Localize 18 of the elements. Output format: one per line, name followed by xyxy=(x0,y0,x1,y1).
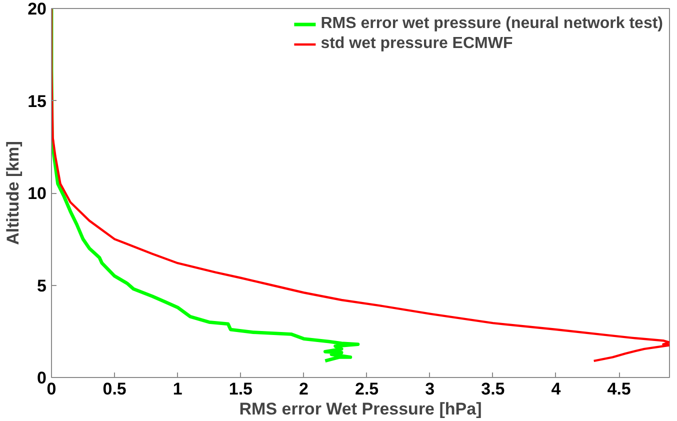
legend-label: RMS error wet pressure (neural network test) xyxy=(320,15,663,33)
y-tick-label: 5 xyxy=(37,276,47,296)
x-axis-title: RMS error Wet Pressure [hPa] xyxy=(239,400,482,418)
x-tick-label: 2 xyxy=(299,380,308,398)
y-tick-label: 20 xyxy=(28,0,47,18)
x-tick-label: 0.5 xyxy=(102,380,126,398)
line-series xyxy=(52,8,670,362)
legend-label: std wet pressure ECMWF xyxy=(320,35,513,53)
y-tick-label: 15 xyxy=(28,92,47,111)
x-tick-label: 4 xyxy=(551,380,562,398)
x-tick-label: 3.5 xyxy=(481,380,505,398)
y-tick-label: 10 xyxy=(28,184,47,203)
y-axis-title: Altitude [km] xyxy=(4,141,23,245)
x-tick-label: 2.5 xyxy=(354,380,379,398)
x-tick-label: 4.5 xyxy=(607,380,631,398)
x-tick-label: 1 xyxy=(172,380,182,398)
x-tick-label: 1.5 xyxy=(228,380,253,398)
x-tick-label: 3 xyxy=(425,380,435,398)
